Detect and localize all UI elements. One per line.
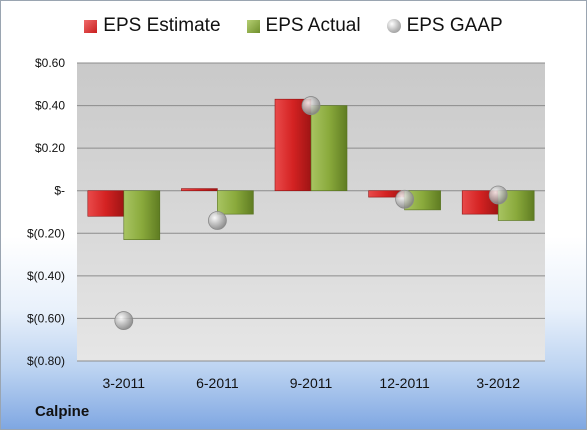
x-tick-label: 9-2011: [290, 375, 333, 391]
company-name: Calpine: [35, 403, 90, 420]
y-tick-label: $(0.60): [27, 311, 65, 325]
bar-eps-actual: [217, 190, 254, 215]
bar-eps-estimate: [87, 190, 125, 217]
marker-eps-gaap: [114, 311, 134, 330]
legend-item-eps-estimate: EPS Estimate: [84, 15, 221, 37]
y-tick-label: $0.20: [35, 141, 65, 155]
y-tick-label: $(0.20): [27, 226, 65, 240]
y-tick-label: $(0.80): [27, 354, 65, 368]
x-tick-label: 12-2011: [379, 375, 430, 391]
y-tick-label: $-: [54, 184, 65, 198]
legend-label-eps-estimate: EPS Estimate: [103, 15, 221, 36]
marker-eps-gaap: [207, 211, 227, 230]
legend-item-eps-actual: EPS Actual: [246, 15, 361, 37]
x-tick-label: 6-2011: [196, 375, 239, 391]
bar-eps-actual: [310, 105, 348, 192]
y-tick-label: $0.40: [35, 99, 65, 113]
marker-eps-gaap: [301, 96, 321, 115]
x-tick-label: 3-2011: [103, 375, 146, 391]
bar-eps-estimate: [181, 188, 218, 192]
legend-label-eps-gaap: EPS GAAP: [406, 15, 503, 36]
legend-item-eps-gaap: EPS GAAP: [386, 15, 503, 37]
y-tick-label: $0.60: [35, 56, 65, 70]
legend-label-eps-actual: EPS Actual: [265, 15, 361, 36]
marker-eps-gaap: [395, 189, 415, 209]
legend: EPS Estimate EPS Actual EPS GAAP: [1, 15, 586, 37]
legend-swatch-eps-estimate: [84, 19, 98, 33]
marker-eps-gaap: [488, 185, 508, 205]
legend-swatch-eps-gaap: [386, 19, 401, 33]
y-tick-label: $(0.40): [27, 269, 65, 283]
x-tick-label: 3-2012: [476, 375, 520, 391]
legend-swatch-eps-actual: [246, 19, 260, 33]
bar-eps-actual: [123, 190, 161, 240]
